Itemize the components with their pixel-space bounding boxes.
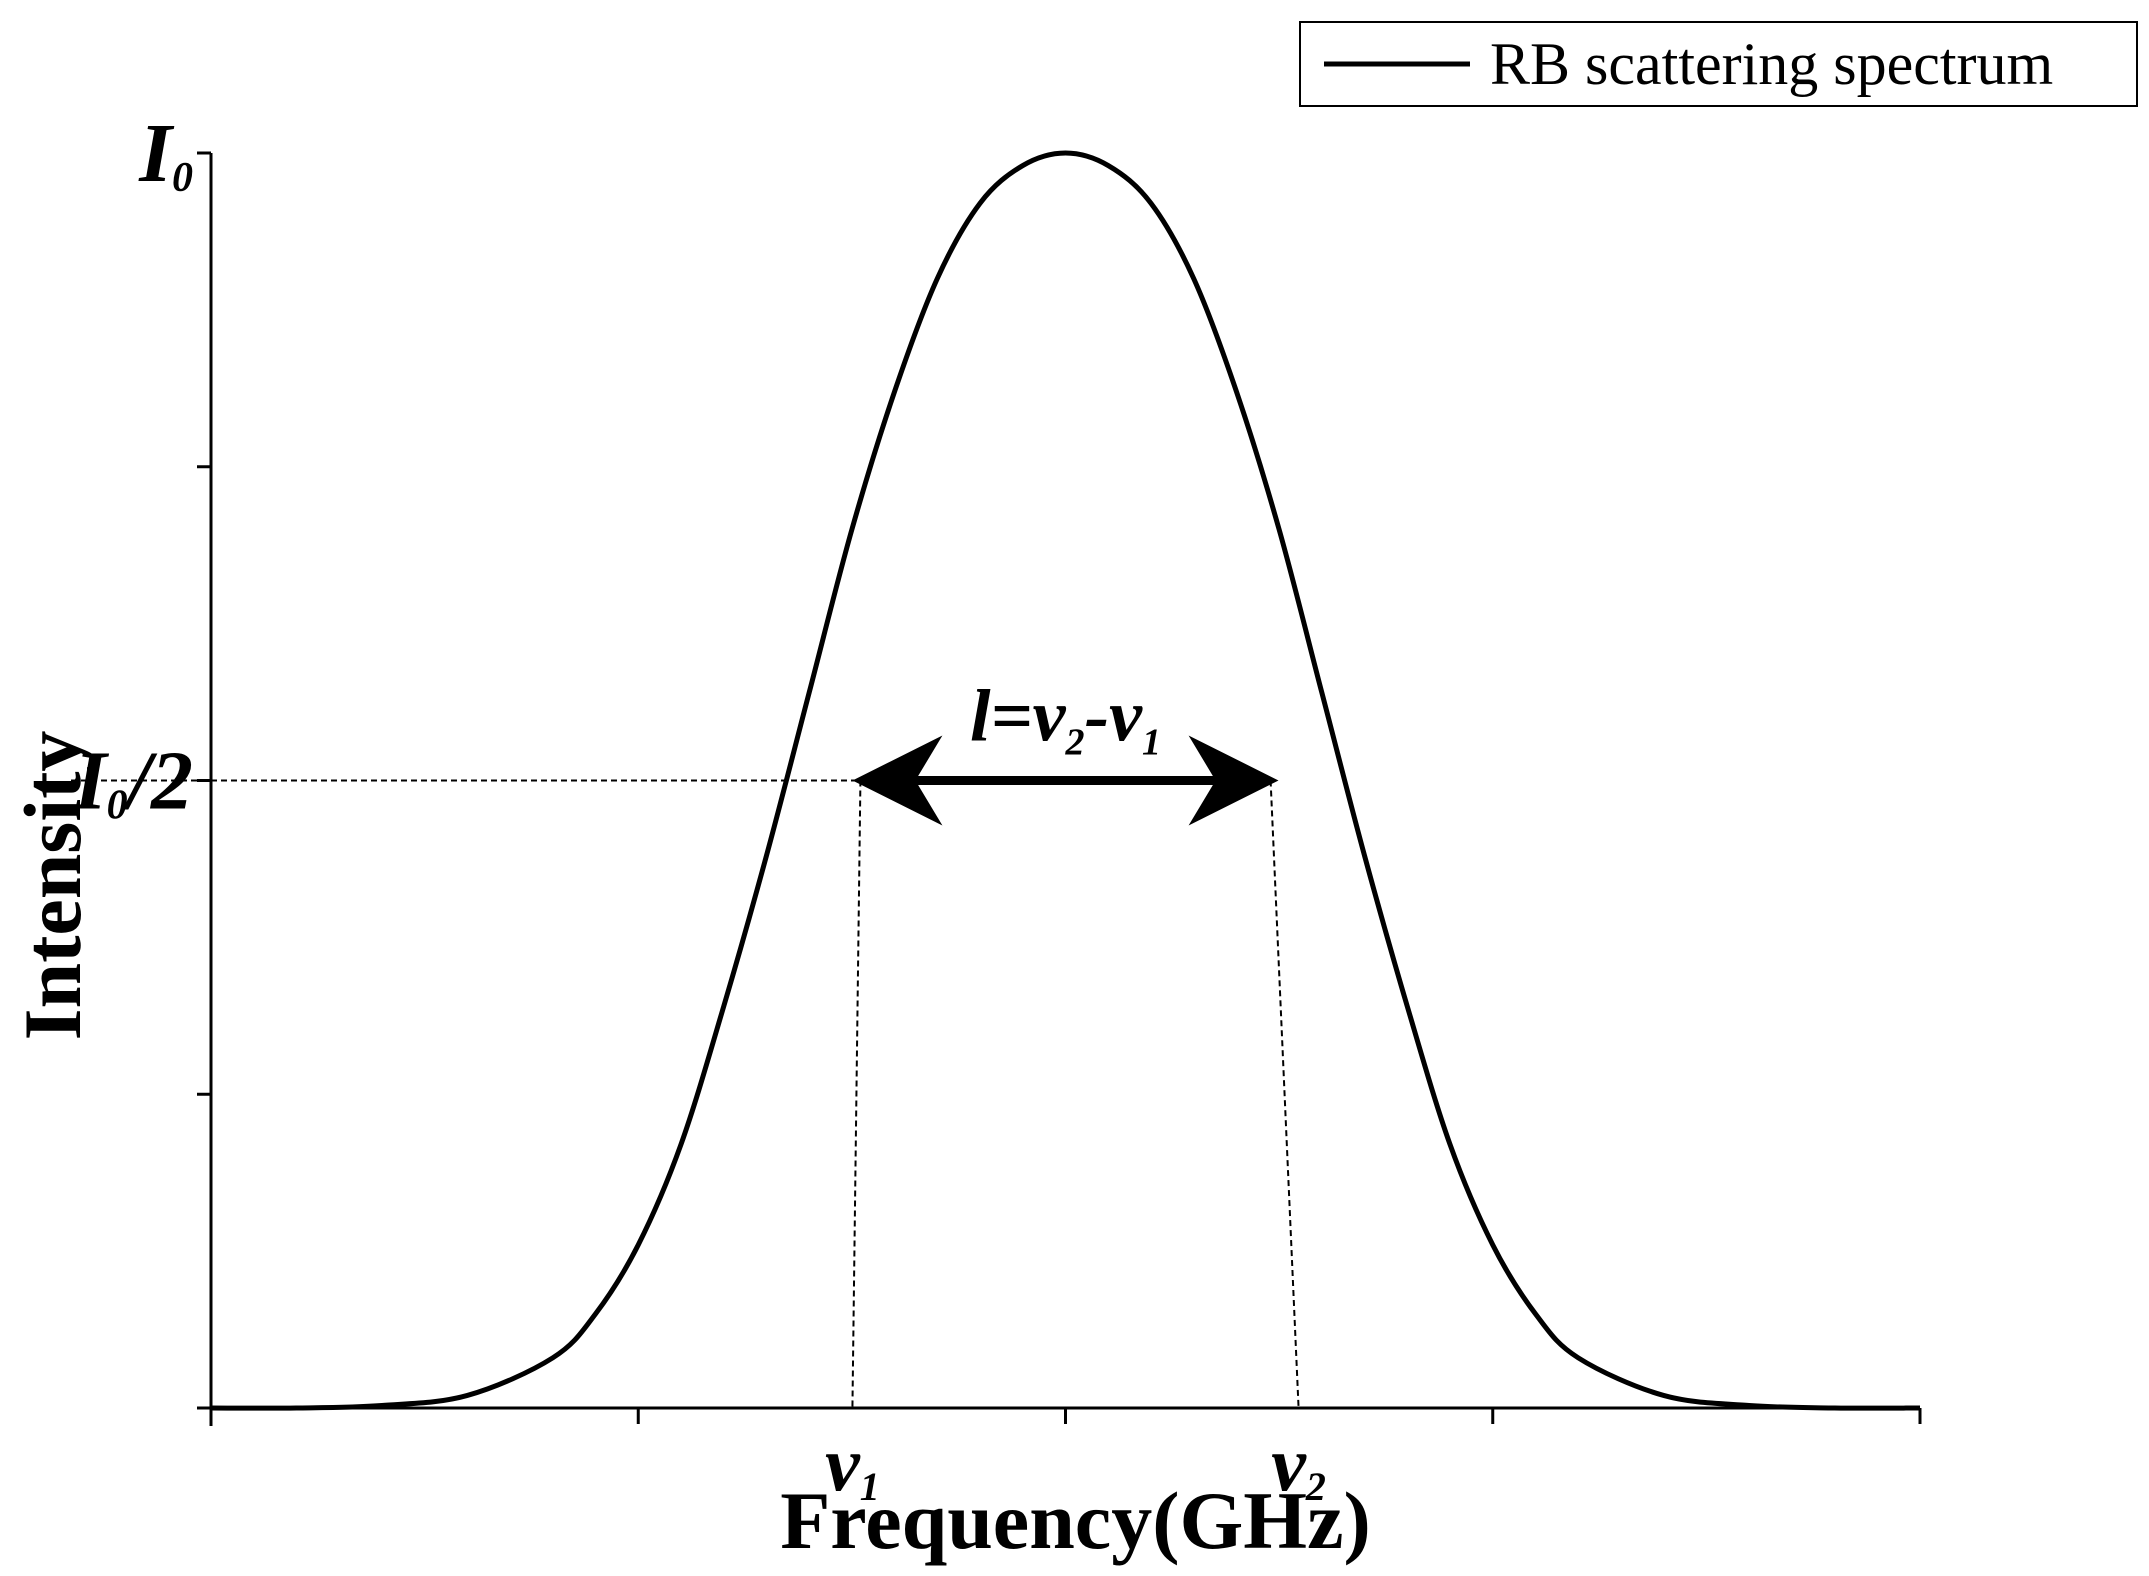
x-tick-label-sub: 2 [1305, 1464, 1326, 1509]
fwhm-label-sub: 1 [1142, 722, 1161, 764]
series-line [210, 150, 1921, 1411]
fwhm-label-part: l=v [970, 676, 1067, 758]
x-tick-label-base: v [825, 1420, 861, 1507]
legend: RB scattering spectrum [1299, 21, 2138, 107]
x-tick-label-base: v [1271, 1420, 1307, 1507]
y-tick-label-i0: I0 [138, 107, 193, 201]
y-tick-label-suffix: /2 [122, 735, 193, 828]
guide-lines [71, 779, 1300, 1409]
legend-label: RB scattering spectrum [1490, 31, 2053, 97]
x-tick-label-sub: 1 [860, 1464, 880, 1509]
x-tick-label-v1: v1 [825, 1420, 880, 1509]
annotation-layer: l=v2-v1 [852, 676, 1279, 826]
y-axis-title: Intensity [7, 731, 98, 1041]
x-axis-title: Frequency(GHz) [780, 1475, 1371, 1566]
axes [197, 151, 1922, 1426]
v2-guide [1269, 780, 1300, 1409]
x-tick-label-v2: v2 [1271, 1420, 1326, 1509]
y-tick-label-i0-half: I0/2 [73, 735, 193, 829]
y-tick-label-sub: 0 [172, 155, 193, 201]
fwhm-label-sub: 2 [1065, 722, 1085, 764]
v1-guide [851, 780, 862, 1409]
y-tick-label-base: I [138, 107, 175, 200]
fwhm-label: l=v2-v1 [970, 676, 1161, 764]
fwhm-label-part: -v [1085, 676, 1144, 758]
y-tick-label-base: I [73, 735, 110, 828]
y-tick-label-sub: 0 [107, 783, 128, 829]
series-layer [210, 150, 1921, 1411]
